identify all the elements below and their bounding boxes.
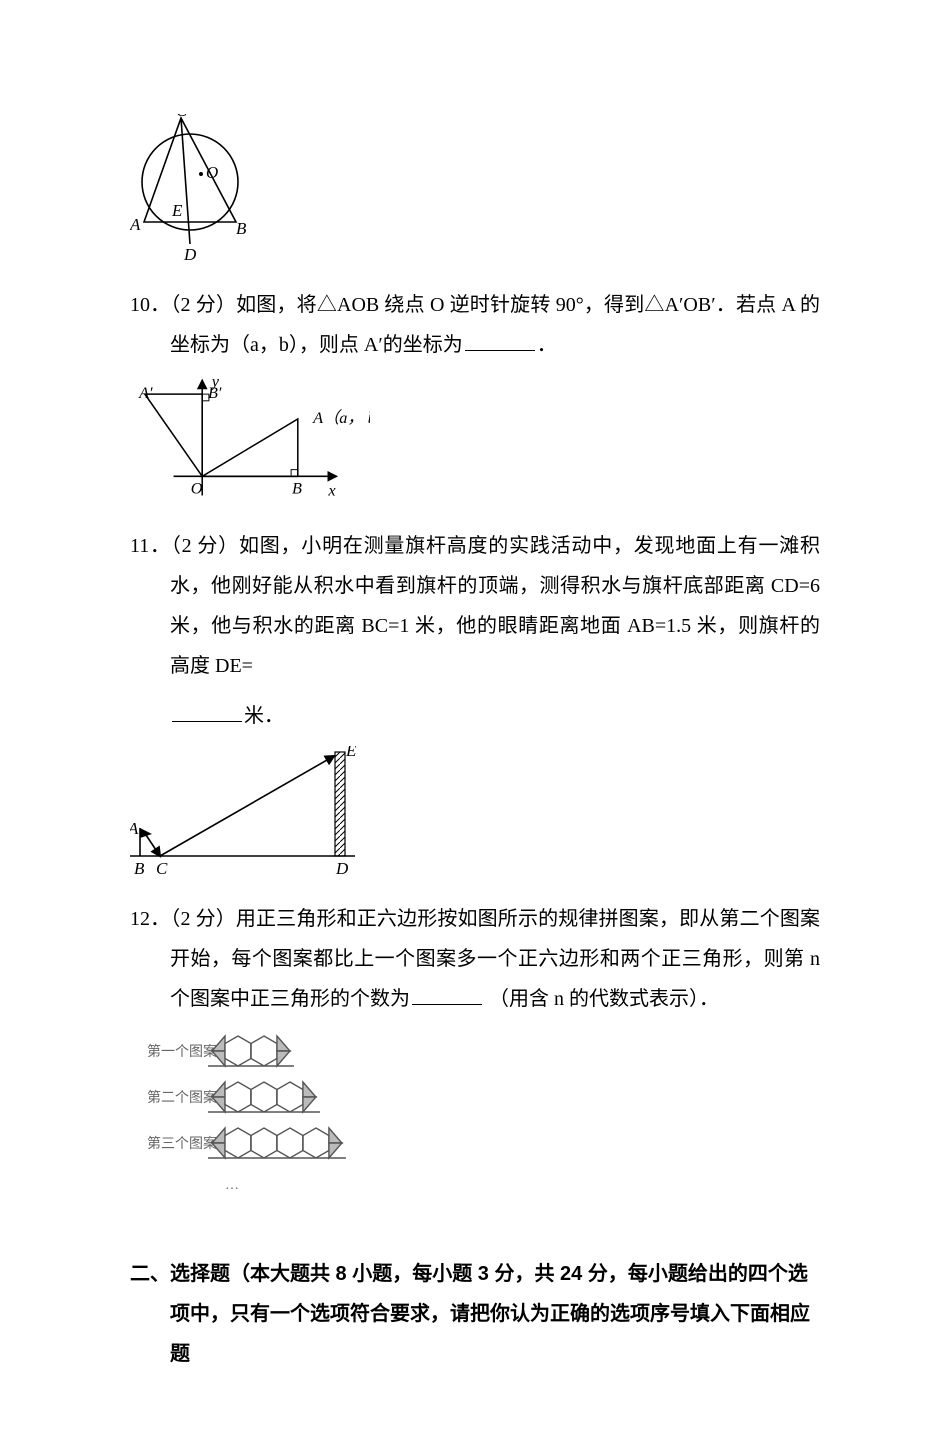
svg-text:A（a， b）: A（a， b） — [312, 409, 370, 427]
q11-blank — [172, 701, 242, 722]
q11-unit: 米． — [244, 705, 284, 727]
svg-text:B: B — [134, 859, 145, 878]
section2-text: 选择题（本大题共 8 小题，每小题 3 分，共 24 分，每小题给出的四个选项中… — [170, 1263, 810, 1365]
q10-num: 10． — [130, 294, 170, 316]
q10-text2: ． — [537, 334, 557, 356]
q12-text2: （用含 n 的代数式表示）． — [484, 988, 719, 1010]
q10-blank — [465, 330, 535, 351]
section2-line: 二、选择题（本大题共 8 小题，每小题 3 分，共 24 分，每小题给出的四个选… — [130, 1254, 820, 1374]
q12: 12．（2 分）用正三角形和正六边形按如图所示的规律拼图案，即从第二个图案开始，… — [130, 899, 820, 1019]
svg-text:C: C — [176, 114, 188, 120]
q12-svg: 第一个图案第二个图案第三个图案 … — [130, 1029, 470, 1219]
q10-figure: OBA（a， b）B′A′xy — [130, 375, 820, 510]
svg-text:y: y — [210, 375, 220, 390]
page: ABCDEO 10．（2 分）如图，将△AOB 绕点 O 逆时针旋转 90°，得… — [0, 0, 950, 1434]
svg-text:C: C — [156, 859, 168, 878]
svg-text:A: A — [130, 819, 139, 838]
svg-text:D: D — [183, 245, 197, 264]
q9-figure: A B C D E O — [130, 114, 820, 269]
q11: 11．（2 分）如图，小明在测量旗杆高度的实践活动中，发现地面上有一滩积水，他刚… — [130, 526, 820, 686]
svg-text:B: B — [236, 219, 247, 238]
q12-num: 12． — [130, 908, 170, 930]
q11-svg: A BC D E — [130, 746, 370, 878]
q10-svg: OBA（a， b）B′A′xy — [130, 375, 370, 505]
svg-text:第三个图案: 第三个图案 — [147, 1135, 217, 1152]
svg-text:第二个图案: 第二个图案 — [147, 1089, 217, 1106]
q12-points: （2 分） — [170, 908, 236, 930]
q12-figure: 第一个图案第二个图案第三个图案 … — [130, 1029, 820, 1224]
q9-svg: A B C D E O — [130, 114, 270, 264]
svg-text:A: A — [130, 215, 141, 234]
q10: 10．（2 分）如图，将△AOB 绕点 O 逆时针旋转 90°，得到△A′OB′… — [130, 285, 820, 365]
section2-prefix: 二、 — [130, 1263, 170, 1285]
svg-text:O: O — [206, 163, 218, 182]
svg-text:A′: A′ — [138, 384, 153, 402]
svg-text:E: E — [345, 746, 357, 760]
svg-text:D: D — [335, 859, 349, 878]
svg-text:x: x — [327, 481, 336, 499]
svg-text:B: B — [292, 480, 302, 498]
q11-figure: A BC D E — [130, 746, 820, 883]
q11-num: 11． — [130, 535, 171, 557]
svg-text:…: … — [225, 1178, 239, 1193]
q12-blank — [412, 984, 482, 1005]
q11-text1: 如图，小明在测量旗杆高度的实践活动中，发现地面上有一滩积水，他刚好能从积水中看到… — [170, 535, 820, 677]
svg-text:第一个图案: 第一个图案 — [147, 1043, 217, 1060]
svg-text:E: E — [171, 201, 183, 220]
section2: 二、选择题（本大题共 8 小题，每小题 3 分，共 24 分，每小题给出的四个选… — [130, 1254, 820, 1374]
q10-points: （2 分） — [170, 294, 236, 316]
q11-line2: 米． — [130, 696, 820, 736]
q11-points: （2 分） — [171, 535, 239, 557]
svg-text:O: O — [191, 480, 203, 498]
